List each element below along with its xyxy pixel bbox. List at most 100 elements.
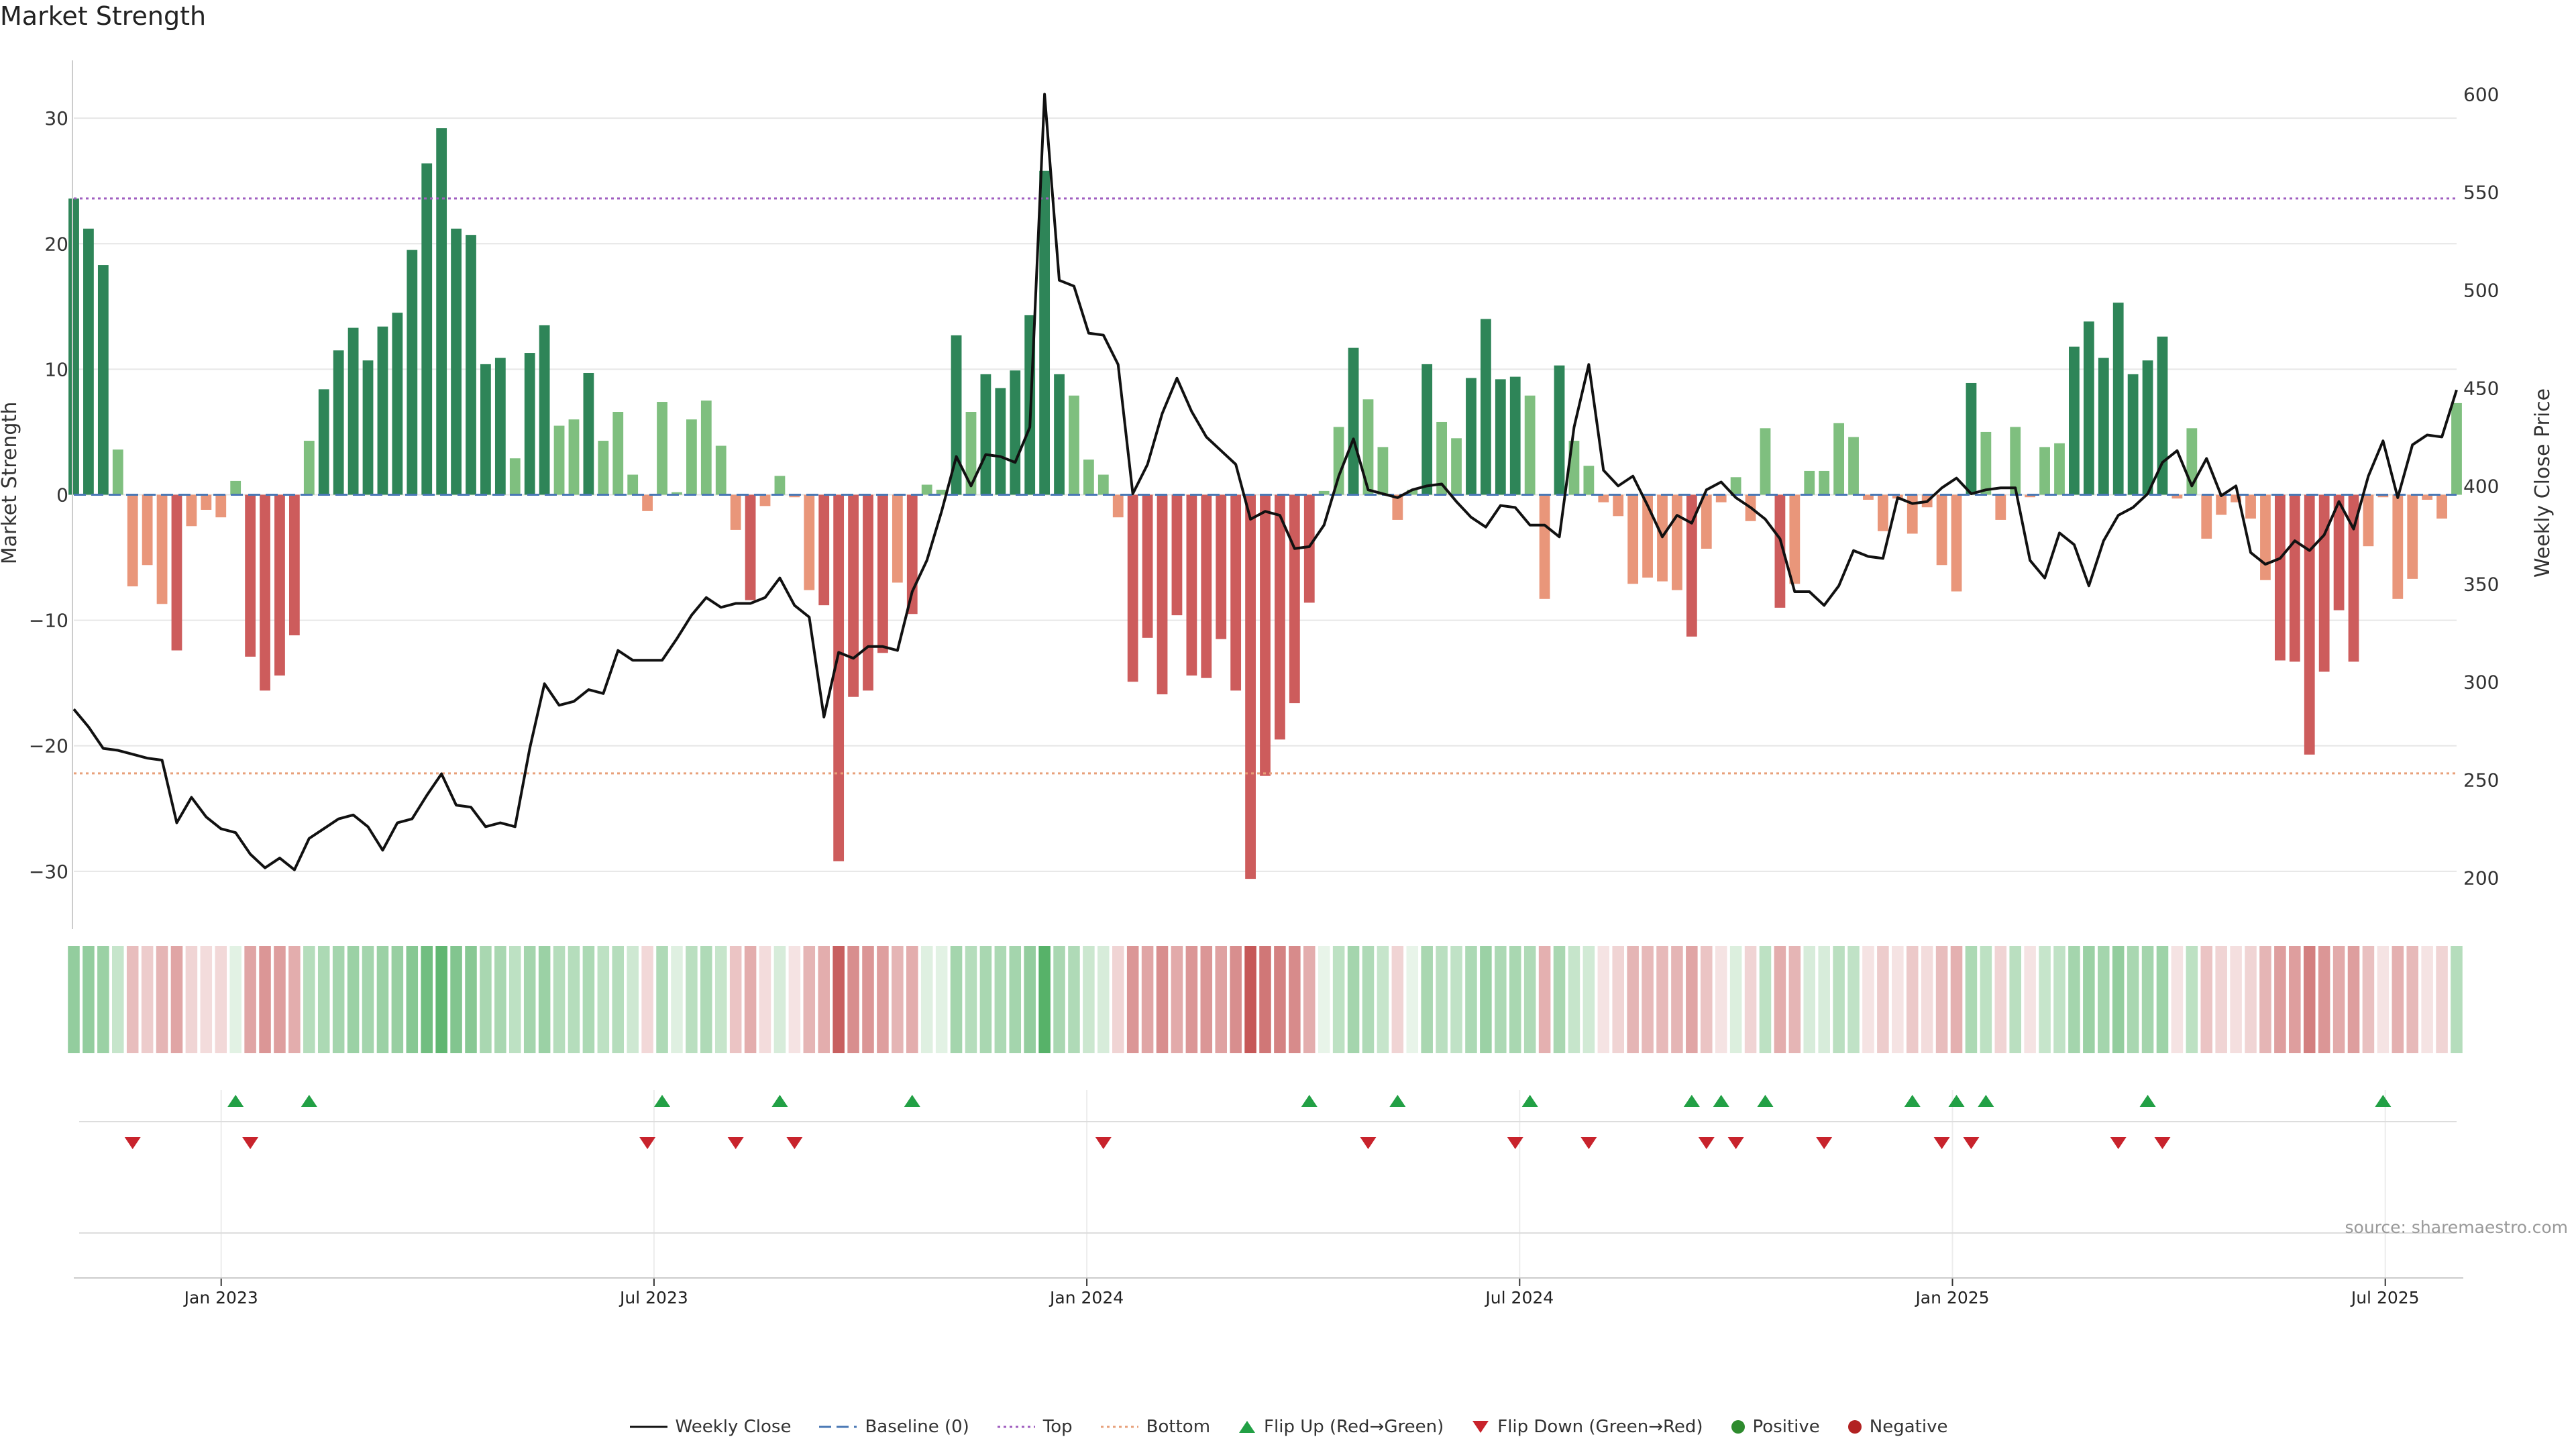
strength-bar (1112, 494, 1124, 518)
legend-label: Baseline (0) (865, 1417, 969, 1437)
flip-up-marker (1683, 1095, 1700, 1107)
heat-cell (1627, 946, 1639, 1053)
heat-cell (509, 946, 521, 1053)
strength-bar (2054, 443, 2065, 495)
heat-cell (2127, 946, 2139, 1053)
strength-bar (1936, 494, 1947, 566)
strength-bars (68, 128, 2462, 879)
heat-cell (1009, 946, 1022, 1053)
heat-cell (1377, 946, 1389, 1053)
heat-cell (2009, 946, 2021, 1053)
strength-bar (421, 163, 433, 495)
triangle-down-icon (1472, 1421, 1489, 1433)
strength-bar (951, 335, 962, 495)
strength-bar (583, 372, 594, 495)
heat-cell (244, 946, 256, 1053)
legend-negative: Negative (1847, 1417, 1947, 1437)
strength-bar (230, 480, 241, 495)
strength-bar (1010, 370, 1021, 495)
y2-tick-label: 550 (2463, 181, 2499, 203)
strength-bar (2348, 494, 2359, 662)
triangle-up-icon (1239, 1421, 1256, 1433)
heat-cell (979, 946, 992, 1053)
heat-cell (2332, 946, 2345, 1053)
heat-cell (994, 946, 1007, 1053)
flip-up-marker (227, 1095, 244, 1107)
strength-bar (672, 492, 682, 495)
y2-tick-label: 300 (2463, 671, 2499, 693)
heat-cell (1980, 946, 1992, 1053)
strength-bar (1672, 494, 1682, 590)
heat-cell (2377, 946, 2390, 1053)
heat-cell (1862, 946, 1874, 1053)
strength-bar (362, 360, 374, 495)
strength-bar (127, 494, 138, 587)
heat-cell (847, 946, 859, 1053)
flip-down-marker (242, 1137, 259, 1149)
heat-cell (1935, 946, 1948, 1053)
strength-bar (1863, 494, 1874, 500)
strength-bar (1509, 376, 1521, 495)
strength-bar (612, 412, 624, 495)
heat-cell (1671, 946, 1683, 1053)
legend-top: Top (996, 1417, 1073, 1437)
strength-bar (1216, 494, 1227, 639)
strength-bar (1436, 421, 1448, 495)
flip-down-marker (2110, 1137, 2127, 1149)
strength-bar (833, 494, 845, 861)
heat-cell (1450, 946, 1462, 1053)
y-tick-label: −20 (29, 735, 68, 757)
heat-cell (935, 946, 948, 1053)
weekly-close-line (72, 93, 2458, 871)
heat-cell (1656, 946, 1668, 1053)
strength-bar (288, 494, 300, 636)
flip-down-marker (727, 1137, 744, 1149)
flip-up-marker (1301, 1095, 1318, 1107)
heat-cell (1788, 946, 1801, 1053)
strength-bar (303, 441, 315, 495)
heat-cell (1200, 946, 1213, 1053)
flip-down-marker (1816, 1137, 1833, 1149)
source-credit: source: sharemaestro.com (2345, 1218, 2569, 1237)
heat-cell (1994, 946, 2007, 1053)
heat-cell (2156, 946, 2169, 1053)
heat-cell (965, 946, 977, 1053)
strength-bar (1260, 494, 1271, 776)
heat-cell (450, 946, 462, 1053)
heat-cell (1053, 946, 1065, 1053)
heat-cell (744, 946, 757, 1053)
heat-cell (1892, 946, 1904, 1053)
flip-up-marker (1978, 1095, 1994, 1107)
heat-cell (465, 946, 477, 1053)
chart-title: Market Strength (0, 1, 207, 31)
heat-cell (1642, 946, 1654, 1053)
strength-bar (642, 494, 653, 511)
strength-bar (2112, 303, 2124, 495)
heat-cell (950, 946, 963, 1053)
strength-bar (539, 325, 550, 495)
strength-bar (818, 494, 830, 606)
strength-bar (598, 441, 609, 495)
heat-cell (1347, 946, 1360, 1053)
strength-bar (980, 374, 991, 495)
circle-icon (1847, 1420, 1862, 1434)
heat-cell (1686, 946, 1698, 1053)
strength-bar (568, 419, 580, 495)
heat-cell (1185, 946, 1198, 1053)
heat-cell (1465, 946, 1477, 1053)
strength-bar (2171, 494, 2183, 499)
heat-cell (362, 946, 374, 1053)
legend-dot-swatch (997, 1426, 1035, 1428)
heat-cell (2141, 946, 2154, 1053)
heat-cell (2436, 946, 2448, 1053)
flip-down-marker (1727, 1137, 1744, 1149)
legend-label: Flip Down (Green→Red) (1497, 1417, 1703, 1437)
strength-bar (1392, 494, 1403, 520)
heat-cell (686, 946, 698, 1053)
strength-bar (2069, 346, 2080, 495)
strength-bar (2304, 494, 2315, 755)
heat-cell (2200, 946, 2213, 1053)
strength-bar (97, 265, 109, 495)
flip-up-marker (771, 1095, 788, 1107)
